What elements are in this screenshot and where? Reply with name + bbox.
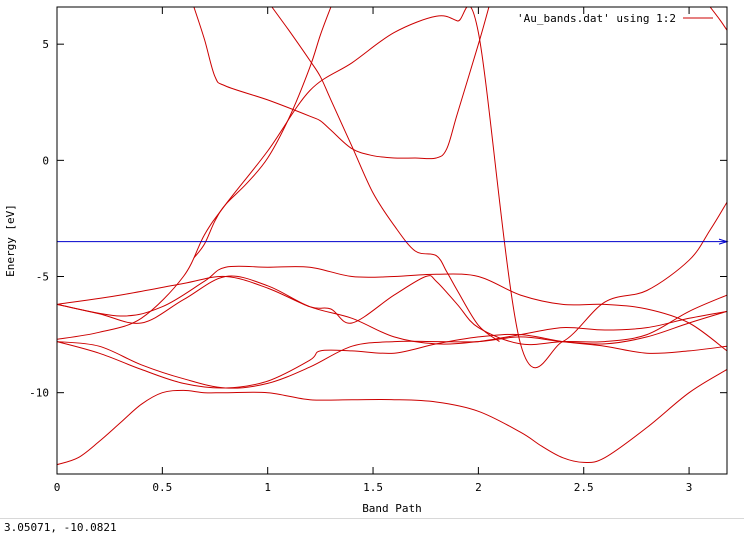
band-line-4 xyxy=(57,265,727,352)
x-tick-label: 2 xyxy=(475,481,482,494)
x-tick-label: 0 xyxy=(54,481,61,494)
band-line-1 xyxy=(57,368,727,466)
y-tick-label: 5 xyxy=(42,38,49,51)
status-bar: 3.05071, -10.0821 xyxy=(0,518,744,536)
y-tick-label: 0 xyxy=(42,154,49,167)
band-line-2 xyxy=(57,310,727,389)
x-tick-label: 0.5 xyxy=(152,481,172,494)
band-line-11 xyxy=(709,7,727,31)
cursor-coordinates: 3.05071, -10.0821 xyxy=(4,521,117,534)
band-line-10 xyxy=(193,7,332,259)
band-line-5 xyxy=(57,275,727,345)
x-tick-label: 1 xyxy=(264,481,271,494)
band-line-9 xyxy=(271,7,500,343)
x-tick-label: 2.5 xyxy=(574,481,594,494)
x-axis-ticks: 0 0.5 1 1.5 2 2.5 3 xyxy=(54,7,693,494)
y-tick-label: -10 xyxy=(29,387,49,400)
x-tick-label: 1.5 xyxy=(363,481,383,494)
legend[interactable]: 'Au_bands.dat' using 1:2 xyxy=(517,12,713,25)
plot-frame xyxy=(56,6,728,475)
fermi-level-line xyxy=(57,238,729,245)
band-line-6 xyxy=(57,275,727,346)
band-curves xyxy=(57,7,727,466)
y-tick-label: -5 xyxy=(36,271,49,284)
band-line-7 xyxy=(57,7,727,369)
band-line-3 xyxy=(57,333,727,389)
legend-entry-label: 'Au_bands.dat' using 1:2 xyxy=(517,12,676,25)
x-tick-label: 3 xyxy=(686,481,693,494)
y-axis-label: Energy [eV] xyxy=(4,204,17,277)
band-structure-chart[interactable]: 0 0.5 1 1.5 2 2.5 3 -10 -5 0 5 Band Path Energy [… xyxy=(0,0,744,518)
band-line-8 xyxy=(193,7,490,160)
x-axis-label: Band Path xyxy=(362,502,422,515)
y-axis-ticks: -10 -5 0 5 xyxy=(29,38,727,400)
